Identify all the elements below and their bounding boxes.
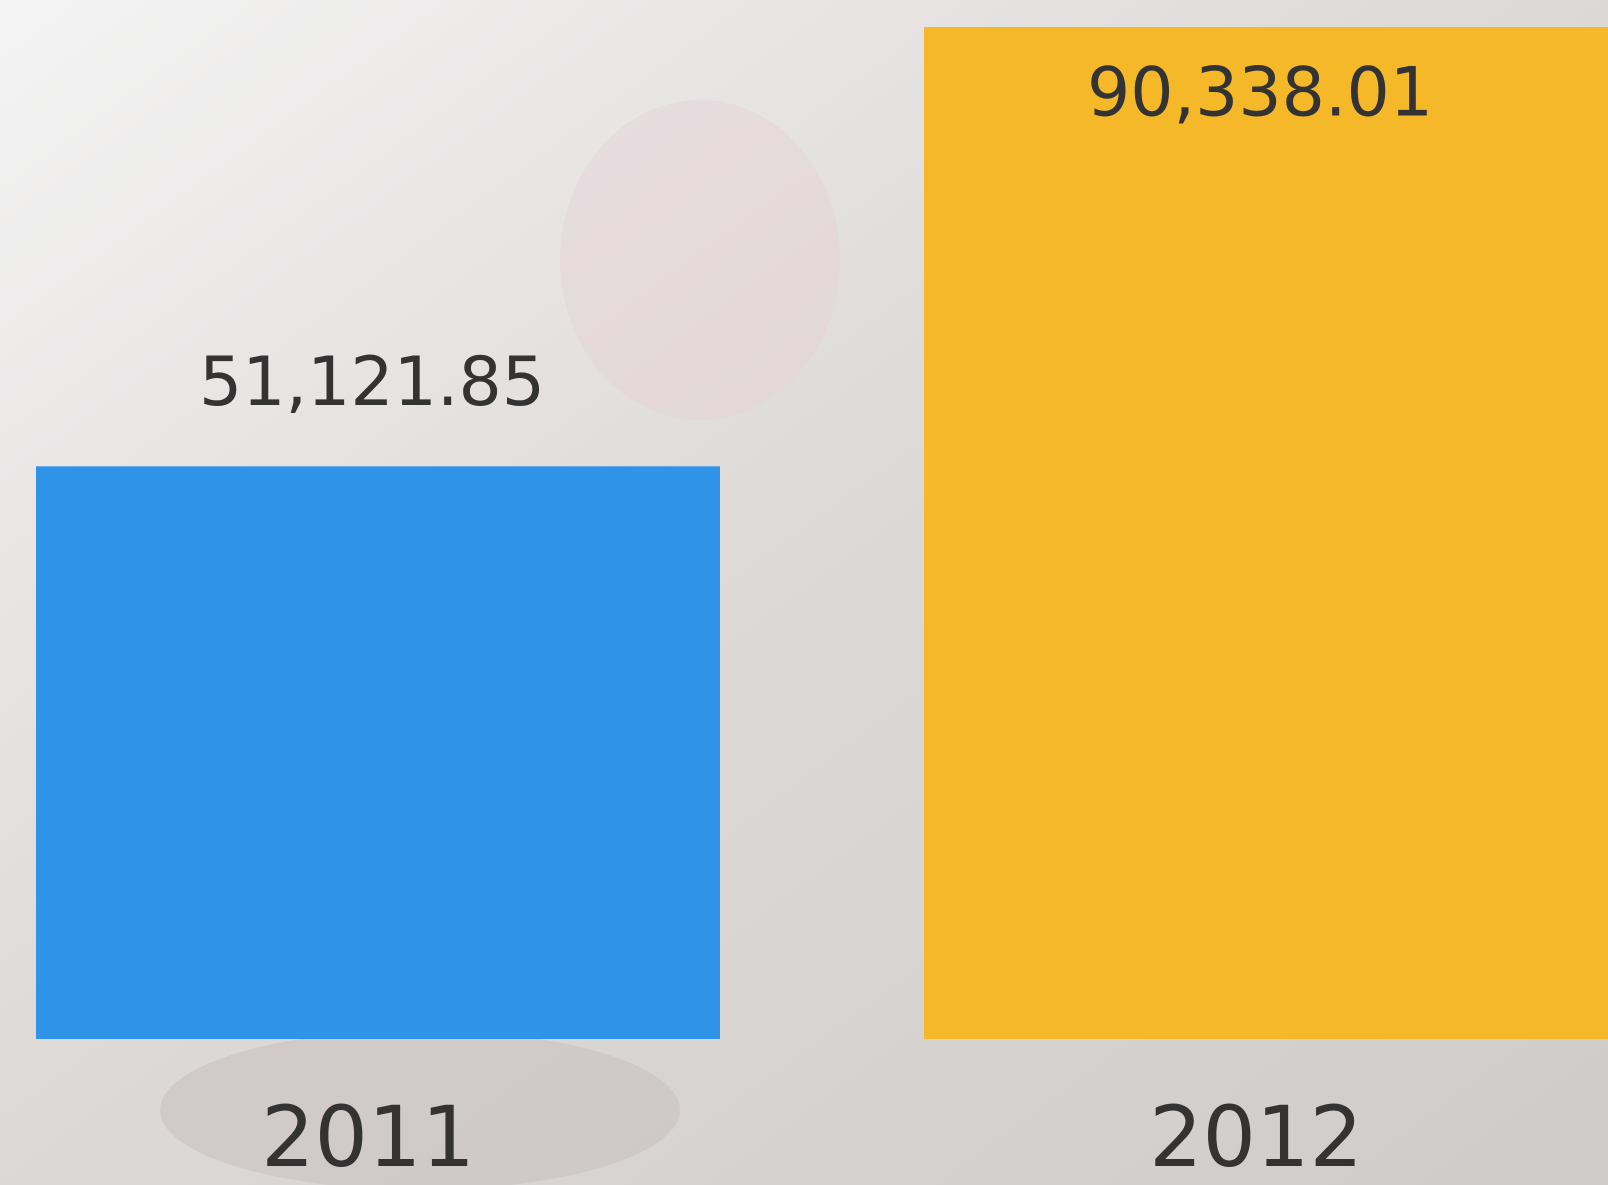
bar [924,27,1608,1039]
background-blur [160,1030,680,1185]
value-label: 51,121.85 [199,343,545,422]
background-blur [560,100,840,420]
x-tick-label: 2011 [261,1088,475,1185]
x-tick-label: 2012 [1149,1088,1363,1185]
value-label: 90,338.01 [1087,54,1433,133]
bar [36,466,720,1039]
